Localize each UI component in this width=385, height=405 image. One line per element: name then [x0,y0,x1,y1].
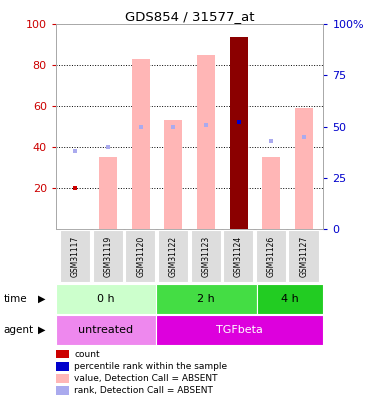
Bar [126,230,156,282]
Bar [229,36,248,229]
Bar [191,230,221,282]
Text: time: time [4,294,27,304]
Text: GSM31126: GSM31126 [267,236,276,277]
Text: GSM31123: GSM31123 [201,236,211,277]
Bar [295,108,313,229]
Bar [93,230,123,282]
Bar [158,230,188,282]
Text: agent: agent [4,325,34,335]
Bar [60,230,90,282]
Text: GSM31117: GSM31117 [71,236,80,277]
Text: GSM31122: GSM31122 [169,236,178,277]
Text: 0 h: 0 h [97,294,115,304]
Text: percentile rank within the sample: percentile rank within the sample [74,362,228,371]
Text: count: count [74,350,100,359]
Text: GSM31127: GSM31127 [299,236,308,277]
Bar [256,284,323,314]
Bar [132,59,150,229]
Text: untreated: untreated [79,325,134,335]
Text: 2 h: 2 h [198,294,215,304]
Bar [164,120,182,229]
Bar [197,55,215,229]
Text: ▶: ▶ [38,325,45,335]
Title: GDS854 / 31577_at: GDS854 / 31577_at [125,10,254,23]
Bar [288,230,318,282]
Text: TGFbeta: TGFbeta [216,325,263,335]
Text: GSM31120: GSM31120 [136,236,145,277]
Bar [223,230,253,282]
Text: rank, Detection Call = ABSENT: rank, Detection Call = ABSENT [74,386,213,395]
Bar [99,157,117,229]
Bar [56,315,156,345]
Text: 4 h: 4 h [281,294,299,304]
Text: GSM31119: GSM31119 [104,236,112,277]
Text: value, Detection Call = ABSENT: value, Detection Call = ABSENT [74,374,218,383]
Bar [156,315,323,345]
Text: ▶: ▶ [38,294,45,304]
Bar [256,230,286,282]
Bar [262,157,280,229]
Text: GSM31124: GSM31124 [234,236,243,277]
Bar [56,284,156,314]
Bar [156,284,256,314]
